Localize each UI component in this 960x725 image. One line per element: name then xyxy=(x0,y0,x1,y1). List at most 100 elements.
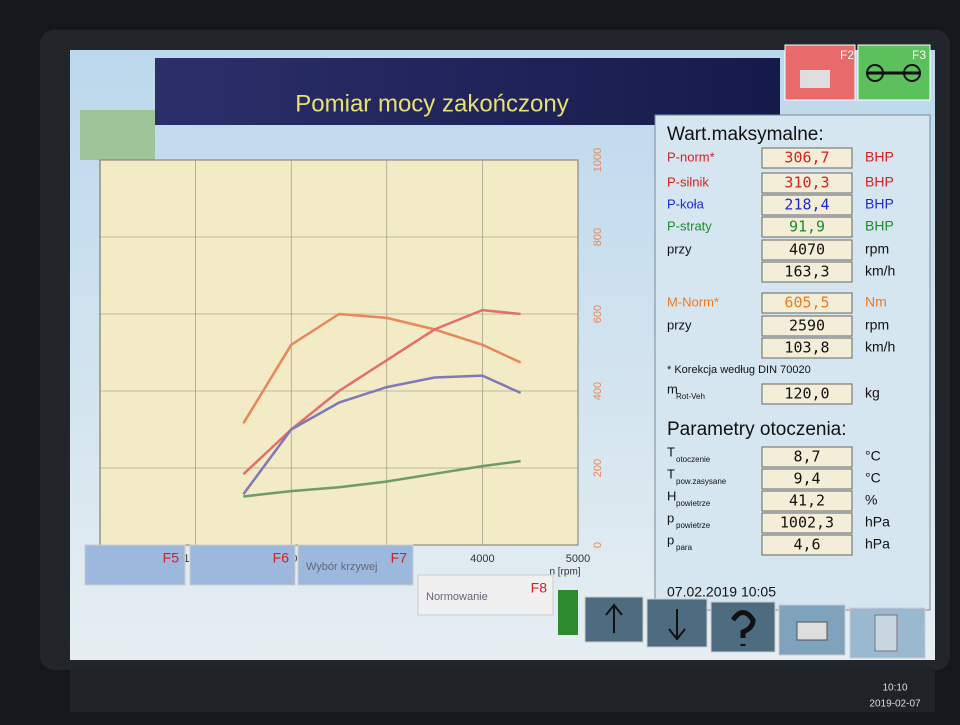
value-box xyxy=(761,446,853,468)
row-label-sub: pow.zasysane xyxy=(676,477,727,486)
unit: BHP xyxy=(865,218,894,234)
row-label: H xyxy=(667,488,676,503)
unit: hPa xyxy=(865,536,890,552)
row-label-sub: Rot-Veh xyxy=(676,392,705,401)
value: 91,9 xyxy=(789,218,825,236)
value-box xyxy=(761,172,853,194)
y-tick-label: 0 xyxy=(592,542,604,548)
value: 120,0 xyxy=(784,385,829,403)
value-box xyxy=(761,490,853,512)
value: 218,4 xyxy=(784,196,829,214)
unit: km/h xyxy=(865,339,895,355)
row-label: m xyxy=(667,381,678,396)
logo xyxy=(80,110,155,160)
panel-title: Parametry otoczenia: xyxy=(667,419,847,440)
function-button[interactable] xyxy=(417,574,554,616)
curve xyxy=(242,374,522,495)
row-label: P-koła xyxy=(667,196,705,211)
button-key: F8 xyxy=(531,580,548,596)
clock-date: 2019-02-07 xyxy=(869,699,921,710)
value-box xyxy=(761,512,853,534)
key-label: F3 xyxy=(912,48,926,62)
row-label: p xyxy=(667,532,674,547)
row-label: M-Norm* xyxy=(667,294,719,309)
row-label-sub: para xyxy=(676,543,693,552)
value: 4,6 xyxy=(793,536,820,554)
taskbar xyxy=(70,668,935,712)
row-label: P-straty xyxy=(667,218,712,233)
value: 310,3 xyxy=(784,174,829,192)
unit: kg xyxy=(865,385,880,401)
value: 4070 xyxy=(789,241,825,259)
help-button[interactable] xyxy=(710,601,776,653)
printer-icon xyxy=(796,621,828,641)
row-label: P-norm* xyxy=(667,149,715,164)
unit: rpm xyxy=(865,241,889,257)
title: Pomiar mocy zakończony xyxy=(295,90,568,117)
value-box xyxy=(761,468,853,490)
car-icon xyxy=(800,70,830,88)
value: 41,2 xyxy=(789,492,825,510)
panel-title: Wart.maksymalne: xyxy=(667,124,824,145)
row-label: P-silnik xyxy=(667,174,709,189)
up-icon xyxy=(605,603,623,633)
note: * Korekcja według DIN 70020 xyxy=(667,364,811,376)
value: 2590 xyxy=(789,317,825,335)
row-label-sub: otoczenie xyxy=(676,455,711,464)
y-tick-label: 600 xyxy=(592,305,604,323)
function-button[interactable] xyxy=(297,544,414,586)
value-box xyxy=(761,292,853,314)
value: 163,3 xyxy=(784,263,829,281)
value-box xyxy=(761,261,853,283)
value-box xyxy=(761,239,853,261)
value-box xyxy=(761,216,853,238)
row-label: przy xyxy=(667,241,692,256)
y-tick-label: 800 xyxy=(592,228,604,246)
button-key: F5 xyxy=(163,550,180,566)
value: 1002,3 xyxy=(780,514,834,532)
down-icon xyxy=(668,609,686,641)
value: 9,4 xyxy=(793,470,820,488)
clock-time: 10:10 xyxy=(882,683,907,694)
wheel-icon xyxy=(866,64,884,82)
datetime: 07.02.2019 10:05 xyxy=(667,584,776,600)
door-icon xyxy=(874,614,898,652)
unit: BHP xyxy=(865,149,894,165)
value: 605,5 xyxy=(784,294,829,312)
row-label: T xyxy=(667,444,675,459)
unit: BHP xyxy=(865,174,894,190)
row-label-sub: powietrze xyxy=(676,499,711,508)
x-tick-label: 5000 xyxy=(566,553,590,565)
unit: °C xyxy=(865,470,881,486)
value-box xyxy=(761,534,853,556)
value: 8,7 xyxy=(793,448,820,466)
button-label: Wybór krzywej xyxy=(306,561,377,573)
unit: km/h xyxy=(865,263,895,279)
y-tick-label: 400 xyxy=(592,382,604,400)
row-label: p xyxy=(667,510,674,525)
button-label: Normowanie xyxy=(426,591,488,603)
row-label-sub: powietrze xyxy=(676,521,711,530)
x-axis-label: n [rpm] xyxy=(549,567,580,578)
help-icon xyxy=(730,610,756,646)
indicator xyxy=(558,590,578,635)
function-button[interactable] xyxy=(189,544,296,586)
value-box xyxy=(761,315,853,337)
unit: % xyxy=(865,492,877,508)
button-key: F6 xyxy=(273,550,290,566)
button-key: F7 xyxy=(391,550,408,566)
y-tick-label: 1000 xyxy=(592,148,604,172)
unit: BHP xyxy=(865,196,894,212)
function-button[interactable] xyxy=(84,544,186,586)
unit: Nm xyxy=(865,294,887,310)
unit: °C xyxy=(865,448,881,464)
curve xyxy=(243,459,521,498)
value: 306,7 xyxy=(784,149,829,167)
row-label: przy xyxy=(667,317,692,332)
value-box xyxy=(761,194,853,216)
y-tick-label: 200 xyxy=(592,459,604,477)
curve xyxy=(242,312,522,424)
value: 103,8 xyxy=(784,339,829,357)
title-bar xyxy=(155,58,780,125)
